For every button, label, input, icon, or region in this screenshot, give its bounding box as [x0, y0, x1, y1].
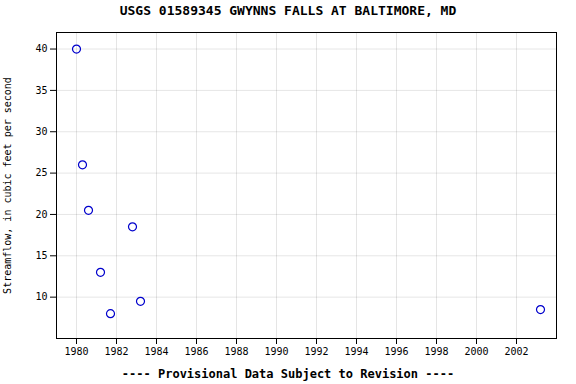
svg-text:30: 30: [35, 126, 47, 137]
svg-text:40: 40: [35, 43, 47, 54]
svg-text:20: 20: [35, 209, 47, 220]
html-text:---- Provisional Data Subject: ---- Provisional Data Subject to Revisio…: [121, 367, 455, 381]
svg-text:2002: 2002: [504, 346, 528, 357]
svg-text:15: 15: [35, 250, 47, 261]
svg-text:1988: 1988: [224, 346, 248, 357]
svg-text:35: 35: [35, 85, 47, 96]
svg-text:1984: 1984: [144, 346, 168, 357]
svg-text:1990: 1990: [264, 346, 288, 357]
svg-text:1998: 1998: [424, 346, 448, 357]
svg-text:1994: 1994: [344, 346, 368, 357]
svg-text:25: 25: [35, 167, 47, 178]
svg-text:1996: 1996: [384, 346, 408, 357]
svg-text:10: 10: [35, 291, 47, 302]
svg-text:Streamflow, in cubic feet per: Streamflow, in cubic feet per second: [2, 77, 13, 294]
svg-text:1980: 1980: [64, 346, 88, 357]
svg-text:2000: 2000: [464, 346, 488, 357]
svg-text:1986: 1986: [184, 346, 208, 357]
svg-text:1992: 1992: [304, 346, 328, 357]
html-text:USGS 01589345 GWYNNS FALLS AT: USGS 01589345 GWYNNS FALLS AT BALTIMORE,…: [119, 3, 457, 18]
svg-text:1982: 1982: [104, 346, 128, 357]
